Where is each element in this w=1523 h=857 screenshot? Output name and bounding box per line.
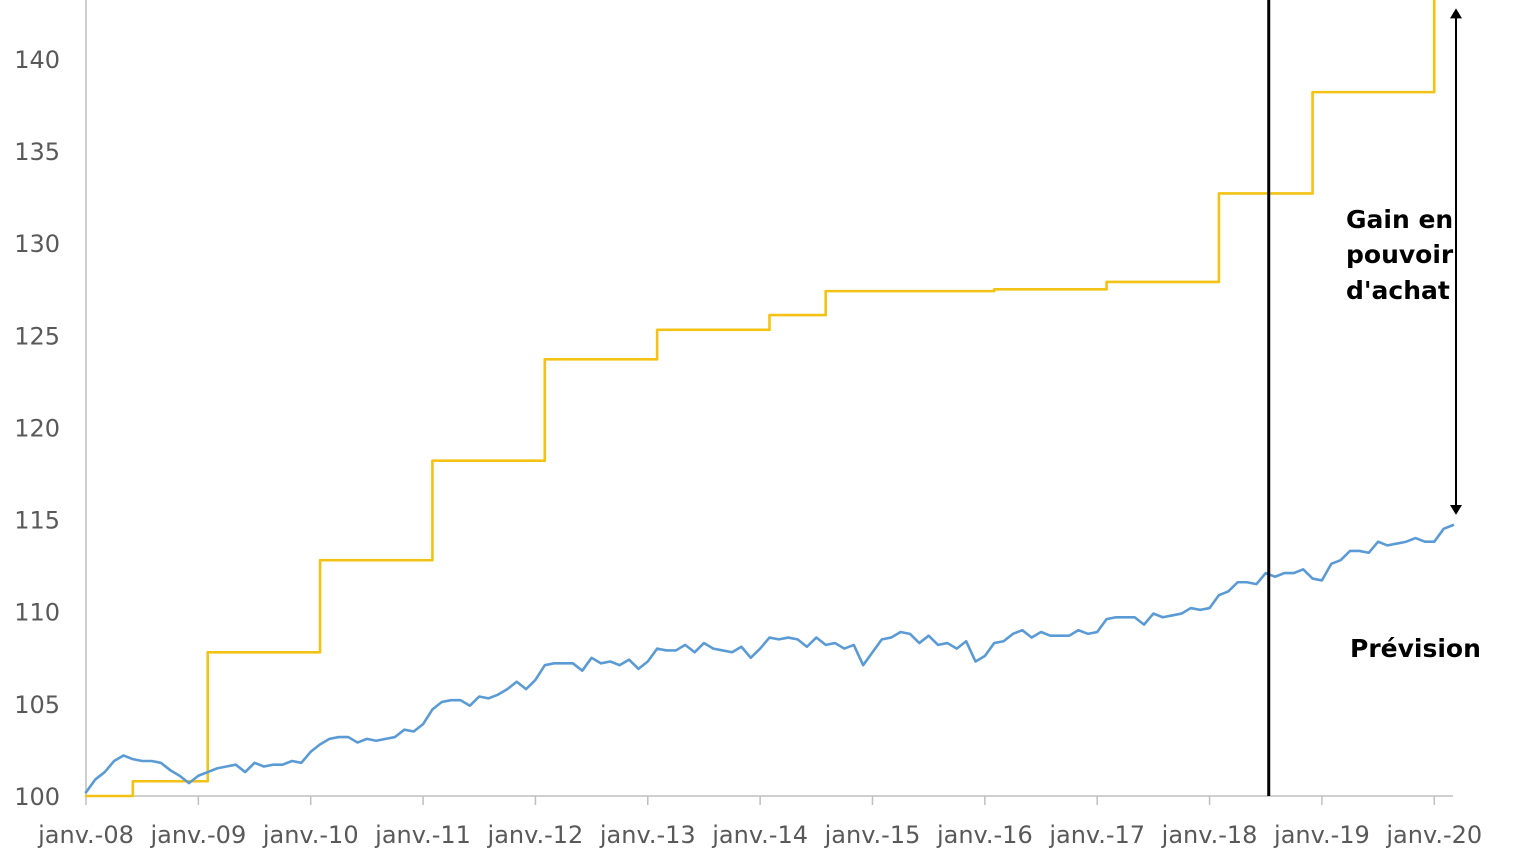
- y-tick-label-140: 140: [14, 46, 60, 74]
- x-tick-label-janv.-12: janv.-12: [487, 821, 584, 849]
- y-axis-tick-labels: 100 105 110 115 120 125 130 135 140: [14, 46, 60, 811]
- y-tick-label-110: 110: [14, 599, 60, 627]
- y-tick-label-115: 115: [14, 507, 60, 535]
- x-tick-label-janv.-15: janv.-15: [824, 821, 921, 849]
- forecast-annotation: Prévision: [1350, 634, 1481, 663]
- x-tick-label-janv.-16: janv.-16: [936, 821, 1033, 849]
- y-tick-label-125: 125: [14, 322, 60, 350]
- axes: [85, 0, 1453, 805]
- x-tick-label-janv.-17: janv.-17: [1048, 821, 1145, 849]
- y-tick-label-105: 105: [14, 691, 60, 719]
- x-tick-label-janv.-09: janv.-09: [149, 821, 246, 849]
- y-tick-label-100: 100: [14, 783, 60, 811]
- x-axis-tick-labels: janv.-08 janv.-09 janv.-10 janv.-11 janv.-12…: [37, 821, 1482, 849]
- gain-annotation-line-2: pouvoir: [1346, 240, 1454, 269]
- y-tick-label-130: 130: [14, 230, 60, 258]
- x-tick-label-janv.-14: janv.-14: [711, 821, 808, 849]
- gain-annotation-line-3: d'achat: [1346, 276, 1450, 305]
- x-tick-label-janv.-19: janv.-19: [1273, 821, 1370, 849]
- series-layer: [84, 0, 1462, 798]
- x-tick-label-janv.-13: janv.-13: [599, 821, 696, 849]
- gain-annotation-line-1: Gain en: [1346, 205, 1453, 234]
- x-tick-label-janv.-11: janv.-11: [374, 821, 471, 849]
- x-tick-label-janv.-20: janv.-20: [1385, 821, 1482, 849]
- x-tick-label-janv.-08: janv.-08: [37, 821, 134, 849]
- series-line-yellow-step: [84, 0, 1436, 798]
- series-line-blue: [84, 523, 1455, 794]
- annotation-layer: Gain en pouvoir d'achat Prévision: [1346, 205, 1481, 663]
- y-tick-label-135: 135: [14, 138, 60, 166]
- x-tick-label-janv.-10: janv.-10: [262, 821, 359, 849]
- x-tick-label-janv.-18: janv.-18: [1161, 821, 1258, 849]
- y-tick-label-120: 120: [14, 414, 60, 442]
